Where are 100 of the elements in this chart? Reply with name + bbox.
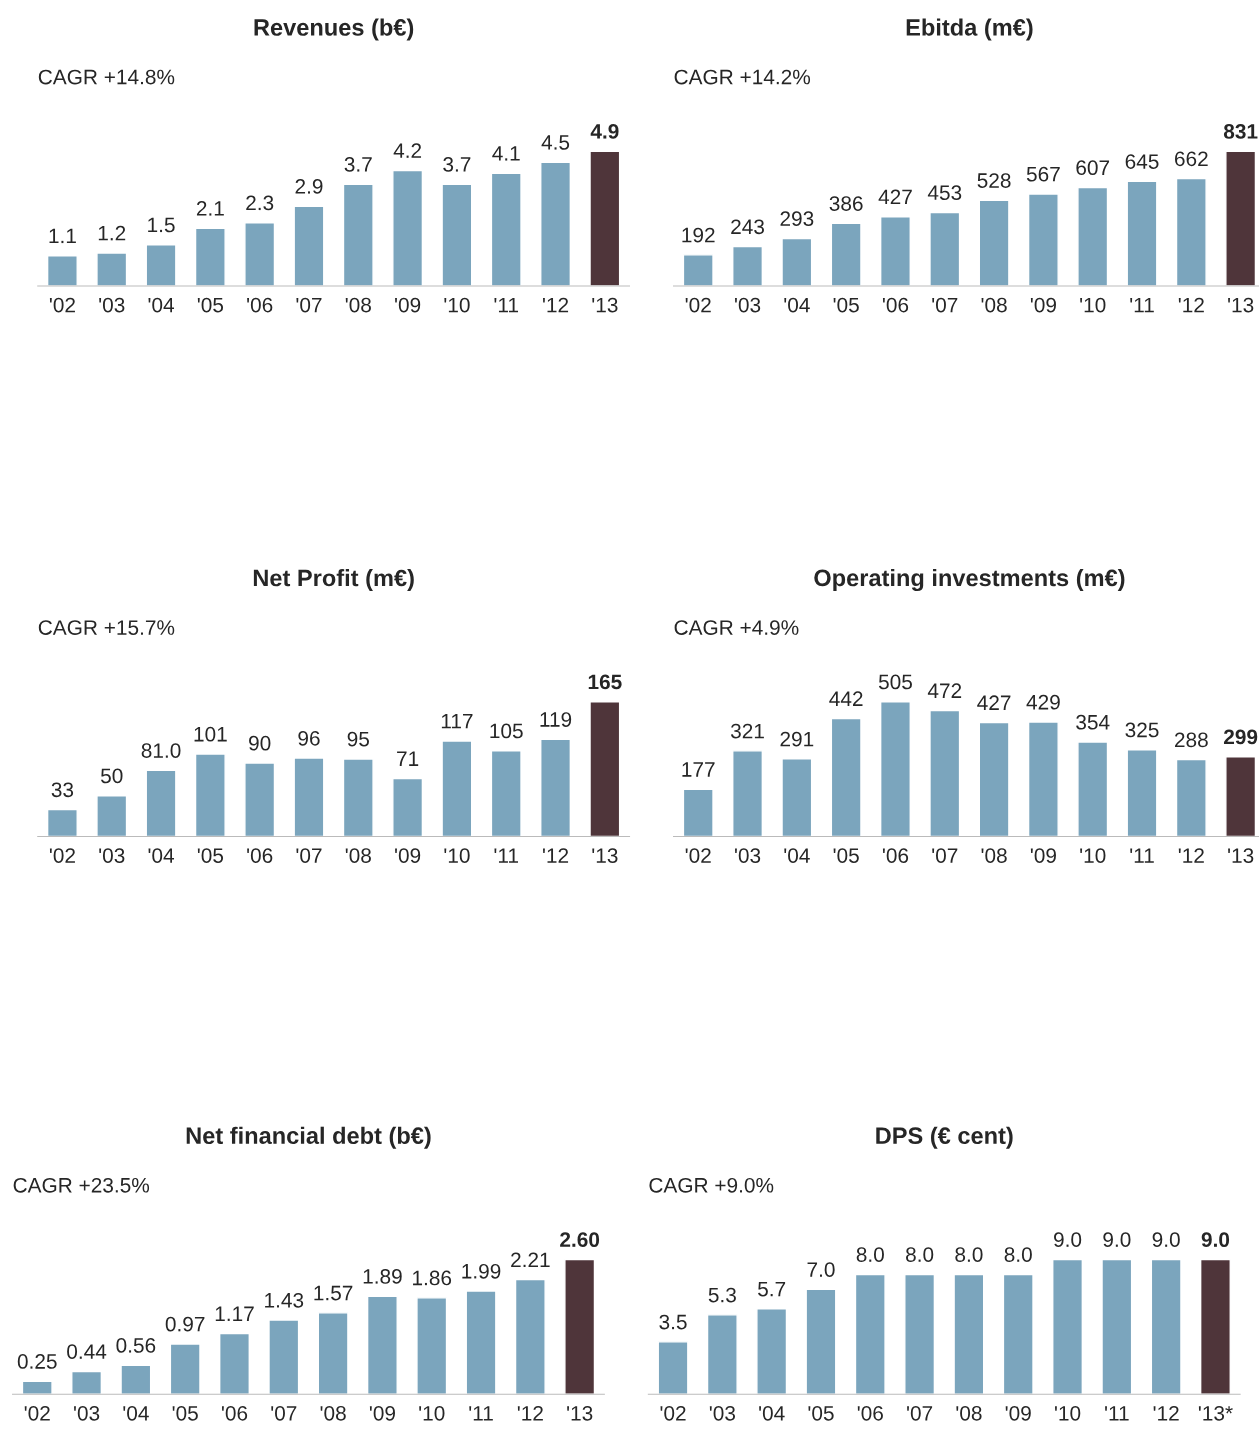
data-label: 105 [490,723,523,739]
x-tick-label: '02 [685,297,711,313]
x-tick-label: '07 [296,848,322,863]
x-tick-label: '05 [197,297,224,313]
bar [244,222,276,286]
x-tick-label: '09 [395,297,421,313]
data-label: 291 [780,731,814,747]
x-tick-label: '04 [148,848,175,863]
x-tick-label: '02 [49,297,75,313]
x-tick-label: '12 [543,297,569,313]
bar [1101,1258,1133,1395]
bar [1150,1258,1182,1395]
bar [194,753,226,837]
x-tick-label: '03 [99,848,125,863]
data-label: 607 [1076,160,1110,176]
data-label: 192 [682,227,715,243]
data-label: 831 [1223,124,1258,139]
x-tick-label: '09 [1030,848,1056,863]
data-label: 0.97 [165,1316,205,1332]
x-tick-label: '13 [592,297,618,313]
chart-title: Revenues (b€) [254,18,414,41]
x-tick-label: '04 [784,848,810,863]
x-tick-label: '10 [1080,297,1106,313]
bar [879,216,911,286]
bar [317,1312,349,1395]
bar [293,205,325,286]
data-label: 9.0 [1054,1232,1082,1247]
data-label: 119 [540,712,572,727]
x-tick-label: '12 [1178,848,1204,863]
data-label: 3.7 [443,157,471,172]
x-tick-label: '09 [1030,297,1056,313]
x-tick-label: '04 [784,297,810,313]
x-tick-label: '04 [148,297,175,313]
bar [564,1258,596,1395]
x-tick-label: '07 [907,1405,933,1421]
data-label: 165 [588,674,622,690]
bar [682,254,714,286]
x-tick-label: '09 [395,848,421,863]
bar [514,1278,546,1395]
data-label: 50 [100,768,123,784]
data-label: 2.9 [295,179,323,194]
bar [657,1341,689,1395]
bar [244,762,276,837]
chart-title: Ebitda (m€) [906,18,1033,41]
data-label: 96 [298,730,320,746]
x-tick-label: '13 [592,848,618,863]
x-tick-label: '09 [369,1405,396,1421]
data-label: 288 [1175,732,1208,748]
x-tick-label: '12 [1153,1405,1179,1421]
bar [1225,756,1257,837]
chart-title: Net Profit (m€) [253,569,414,592]
data-label: 2.3 [246,195,274,211]
x-tick-label: '08 [345,297,371,313]
bar [978,721,1010,837]
x-tick-label: '11 [494,848,519,863]
bar [490,172,522,286]
bar [46,255,78,286]
data-label: 1.2 [98,225,126,241]
bar [1027,193,1059,286]
bar [342,183,374,286]
bar [392,169,424,286]
bar [682,788,714,837]
x-tick-label: '07 [932,297,958,313]
x-tick-label: '06 [882,848,909,863]
bar [21,1380,53,1395]
x-tick-label: '11 [1130,297,1154,313]
x-tick-label: '02 [660,1405,686,1421]
x-tick-label: '07 [932,848,958,863]
data-label: 1.57 [314,1285,353,1301]
data-label: 177 [682,762,715,777]
data-label: 4.9 [590,124,619,139]
data-label: 662 [1175,151,1208,167]
bar [268,1319,300,1395]
x-tick-label: '12 [1178,297,1204,313]
data-label: 1.89 [363,1269,402,1284]
data-label: 9.0 [1152,1232,1180,1247]
text: CAGR +9.0% [649,1177,774,1193]
data-label: 1.1 [49,228,76,244]
data-label: 2.60 [560,1232,600,1247]
data-label: 0.25 [17,1354,57,1369]
bar [706,1314,738,1395]
x-tick-label: '08 [345,848,371,863]
data-label: 442 [829,691,863,706]
x-tick-label: '12 [543,848,569,863]
bar [1002,1273,1034,1395]
bar [589,701,621,837]
x-tick-label: '13 [567,1405,593,1421]
bar [830,717,862,837]
data-label: 1.17 [215,1306,254,1321]
data-label: 33 [51,782,74,798]
x-tick-label: '13 [1228,848,1254,863]
bar [416,1297,448,1395]
bar [441,740,473,837]
x-tick-label: '11 [1105,1406,1129,1421]
x-tick-label: '05 [172,1405,198,1421]
data-label: 101 [194,726,227,742]
x-tick-label: '13* [1198,1405,1233,1421]
bar [1126,749,1158,837]
data-label: 429 [1026,694,1060,710]
bar [879,701,911,837]
